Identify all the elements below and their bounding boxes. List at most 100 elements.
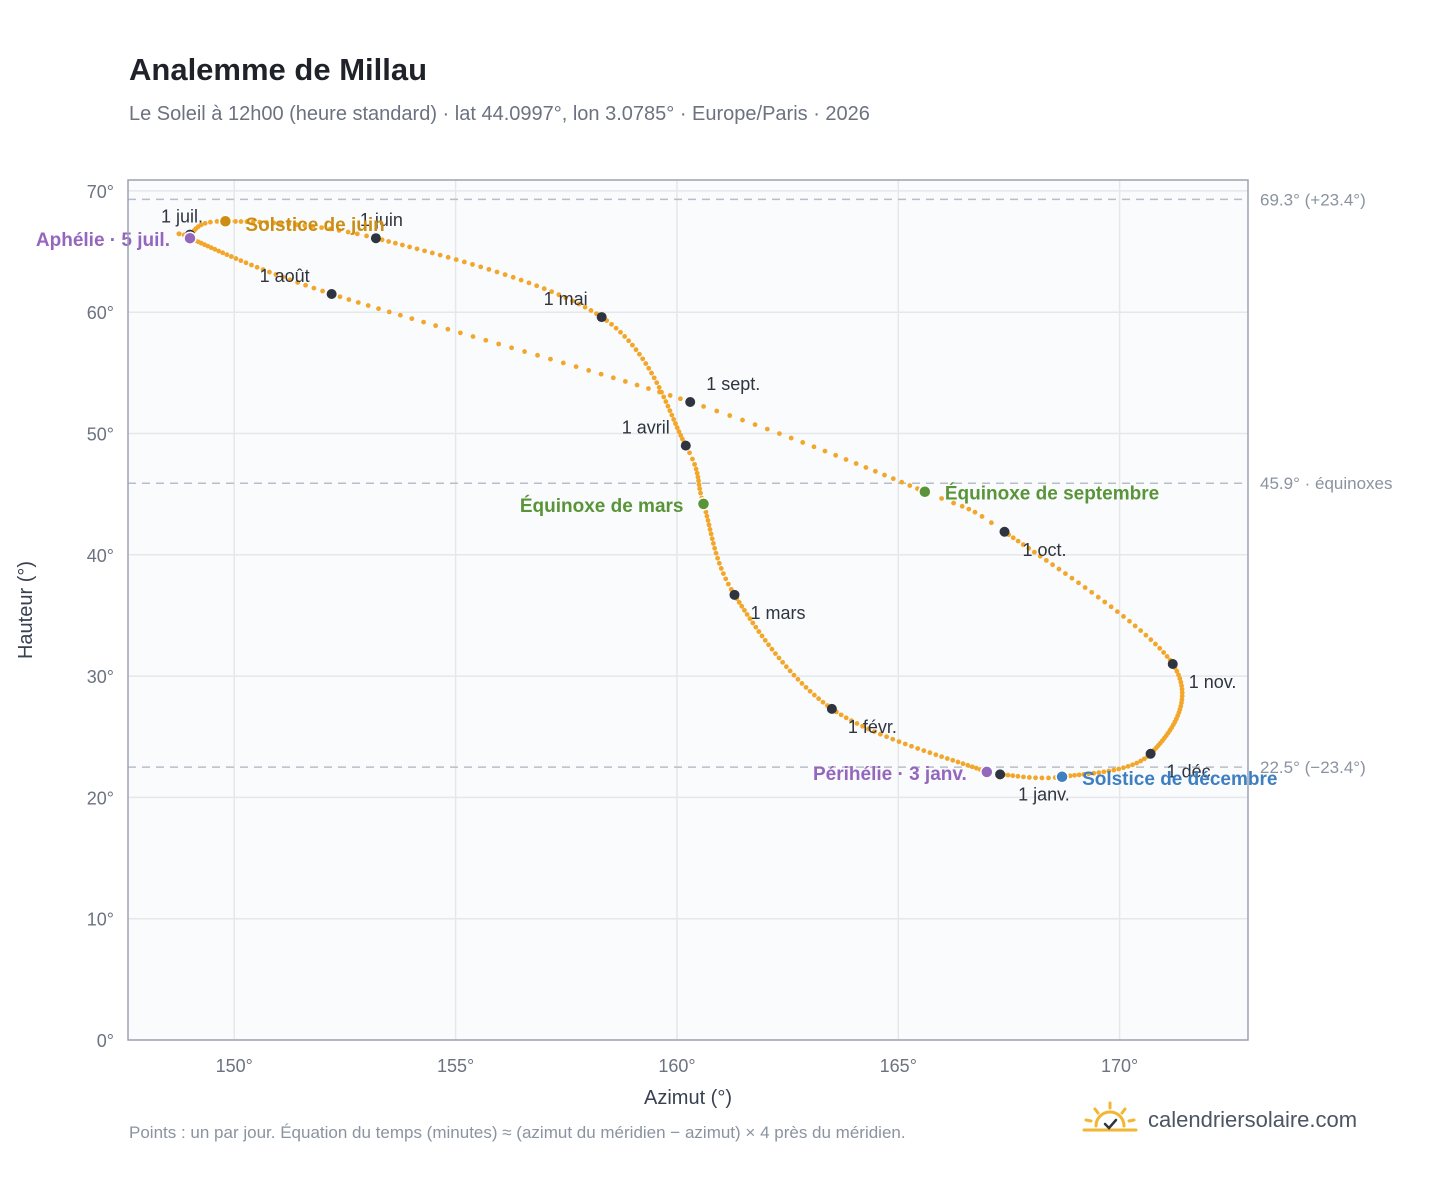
- daily-point: [890, 736, 896, 742]
- month-marker: [326, 289, 337, 300]
- daily-point: [637, 351, 642, 357]
- daily-point: [811, 444, 817, 450]
- daily-point: [212, 246, 218, 252]
- daily-point: [1063, 571, 1068, 576]
- month-marker-label: 1 nov.: [1189, 672, 1237, 692]
- daily-point: [939, 496, 945, 501]
- daily-point: [902, 741, 908, 747]
- daily-point: [509, 345, 514, 351]
- daily-point: [697, 486, 703, 492]
- daily-point: [654, 380, 660, 386]
- month-marker-label: 1 août: [260, 266, 310, 286]
- daily-point: [715, 555, 721, 561]
- daily-point: [1091, 770, 1097, 776]
- daily-point: [822, 448, 828, 454]
- daily-point: [1005, 772, 1011, 778]
- month-marker: [995, 769, 1006, 780]
- daily-point: [657, 389, 662, 395]
- daily-point: [665, 403, 671, 409]
- daily-point: [680, 436, 685, 442]
- apsis-label: Périhélie · 3 janv.: [813, 764, 967, 785]
- daily-point: [744, 612, 750, 617]
- daily-point: [376, 306, 381, 312]
- daily-point: [320, 288, 325, 294]
- daily-point: [549, 289, 555, 295]
- daily-point: [927, 750, 933, 756]
- daily-point: [228, 254, 234, 259]
- daily-point: [1176, 672, 1181, 678]
- daily-point: [678, 396, 683, 402]
- daily-point: [233, 256, 239, 261]
- daily-point: [1148, 637, 1154, 643]
- daily-point: [630, 342, 635, 348]
- daily-point: [586, 368, 592, 373]
- daily-point: [863, 465, 869, 470]
- daily-point: [676, 429, 682, 435]
- daily-point: [1031, 549, 1037, 555]
- chart-subtitle: Le Soleil à 12h00 (heure standard) · lat…: [129, 103, 870, 125]
- daily-point: [1179, 683, 1184, 689]
- daily-point: [1141, 756, 1147, 762]
- daily-point: [860, 723, 865, 729]
- daily-point: [214, 218, 220, 224]
- daily-point: [534, 283, 540, 289]
- daily-point: [1114, 609, 1120, 615]
- daily-point: [921, 748, 927, 754]
- daily-point: [966, 506, 972, 512]
- daily-point: [244, 219, 250, 225]
- daily-point: [216, 248, 222, 254]
- daily-point: [609, 321, 614, 327]
- daily-point: [723, 576, 729, 582]
- daily-point: [634, 382, 640, 388]
- daily-point: [1082, 585, 1088, 590]
- daily-point: [354, 231, 360, 237]
- daily-point: [740, 417, 745, 423]
- daily-point: [266, 269, 272, 275]
- daily-point: [207, 219, 213, 225]
- daily-point: [414, 246, 420, 252]
- daily-point: [1125, 763, 1131, 769]
- month-marker-label: 1 avril: [622, 418, 670, 438]
- daily-point: [445, 254, 451, 260]
- month-marker: [729, 589, 740, 600]
- daily-point: [613, 325, 619, 331]
- daily-point: [769, 646, 775, 652]
- daily-point: [1037, 553, 1043, 559]
- x-axis-label: Azimut (°): [644, 1087, 732, 1109]
- daily-point: [1102, 599, 1108, 605]
- daily-point: [224, 252, 230, 258]
- daily-point: [478, 264, 484, 270]
- daily-point: [1072, 772, 1077, 778]
- daily-point: [573, 364, 579, 370]
- daily-point: [1069, 575, 1075, 581]
- daily-point: [243, 260, 249, 266]
- daily-point: [280, 274, 286, 280]
- daily-point: [1164, 654, 1170, 659]
- month-marker-label: 1 févr.: [848, 717, 897, 737]
- daily-point: [311, 285, 317, 291]
- daily-point: [429, 250, 435, 256]
- apsis-label: Aphélie · 5 juil.: [36, 230, 170, 251]
- equinox-label: Équinoxe de mars: [520, 495, 684, 517]
- december_solstice-label: Solstice de décembre: [1082, 769, 1277, 790]
- daily-point: [257, 219, 263, 225]
- month-marker-label: 1 mai: [544, 289, 588, 309]
- month-marker-label: 1 mars: [750, 603, 805, 623]
- month-marker: [596, 312, 607, 323]
- brand[interactable]: calendriersolaire.com: [1082, 1100, 1357, 1139]
- daily-point: [643, 361, 649, 366]
- daily-point: [671, 417, 677, 422]
- daily-point: [295, 280, 301, 285]
- daily-point: [872, 468, 878, 474]
- equinox-marker: [918, 484, 932, 499]
- daily-point: [1116, 766, 1122, 772]
- daily-point: [795, 676, 801, 682]
- reference-line-label: 22.5° (−23.4°): [1260, 758, 1366, 777]
- daily-point: [1067, 773, 1073, 779]
- daily-point: [563, 295, 569, 301]
- daily-point: [576, 301, 582, 307]
- daily-point: [392, 240, 398, 246]
- daily-point: [747, 616, 753, 622]
- daily-point: [820, 699, 826, 705]
- y-tick-label: 50°: [87, 425, 114, 445]
